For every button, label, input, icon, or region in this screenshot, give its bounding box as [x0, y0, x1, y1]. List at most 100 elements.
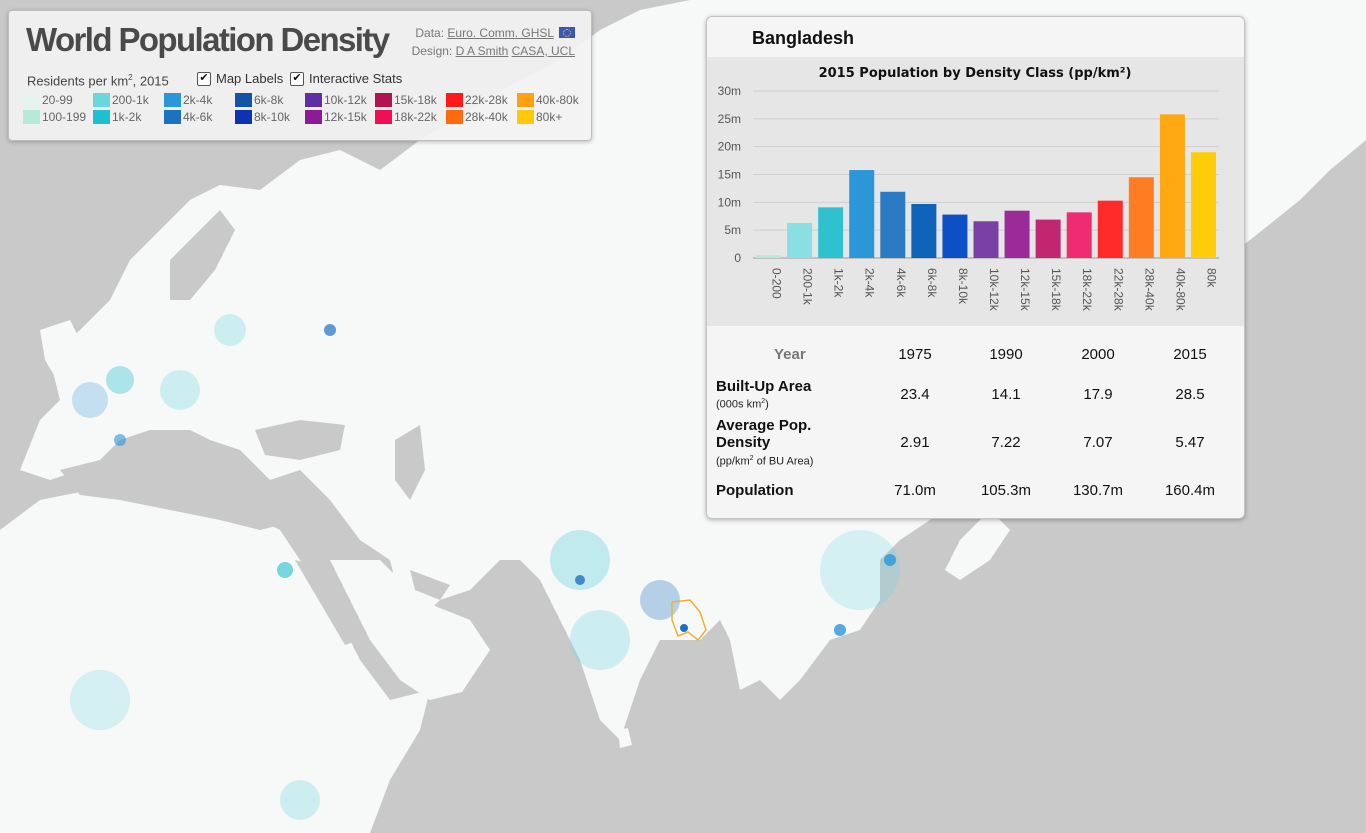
bar-2k-4k	[849, 170, 875, 258]
british-isles	[40, 320, 85, 385]
black-sea	[255, 420, 345, 460]
caspian-sea	[395, 425, 425, 500]
legend-label: 22k-28k	[465, 93, 508, 107]
population-1975: 71.0m	[894, 482, 936, 499]
sri-lanka	[618, 728, 632, 748]
year-1990: 1990	[989, 346, 1023, 363]
interactive-stats-toggle[interactable]: ✔ Interactive Stats	[290, 71, 402, 86]
legend-label: 12k-15k	[324, 110, 367, 124]
legend-item: 2k-4k	[164, 93, 212, 107]
x-tick-label: 200-1k	[801, 268, 815, 306]
density-2015: 5.47	[1175, 434, 1205, 451]
legend-swatch	[517, 110, 534, 124]
legend-label: 4k-6k	[183, 110, 213, 124]
legend-label: 15k-18k	[394, 93, 437, 107]
legend-label: 1k-2k	[112, 110, 142, 124]
legend-item: 8k-10k	[235, 110, 290, 124]
density-hotspots	[70, 314, 900, 820]
legend-label: 80k+	[536, 110, 563, 124]
year-2015: 2015	[1173, 346, 1207, 363]
bar-200-1k	[787, 222, 813, 258]
legend-item: 100-199	[23, 110, 86, 124]
y-tick-label: 10m	[718, 195, 741, 209]
x-tick-label: 80k	[1204, 268, 1218, 288]
bar-40k-80k	[1159, 114, 1185, 258]
bar-chart: 2015 Population by Density Class (pp/km²…	[718, 66, 1219, 312]
legend-swatch	[375, 110, 392, 124]
year-2000: 2000	[1081, 346, 1115, 363]
map-labels-toggle[interactable]: ✔ Map Labels	[197, 71, 283, 86]
built-up-unit: (000s km2)	[716, 398, 769, 411]
bar-18k-22k	[1066, 212, 1092, 258]
bangladesh-highlight[interactable]	[671, 599, 707, 642]
legend-swatch	[164, 93, 181, 107]
built-up-label: Built-Up Area	[716, 378, 812, 395]
bar-12k-15k	[1004, 210, 1030, 258]
y-tick-label: 25m	[718, 112, 741, 126]
density-unit: (pp/km2 of BU Area)	[716, 455, 814, 468]
mediterranean-sea	[60, 455, 300, 530]
interactive-stats-checkbox[interactable]: ✔	[290, 71, 304, 86]
casa-link[interactable]: CASA, UCL	[511, 44, 575, 58]
y-tick-label: 0	[734, 251, 741, 265]
legend-panel: World Population Density Data: Euro. Com…	[8, 10, 592, 141]
bar-22k-28k	[1097, 200, 1123, 258]
stats-table: Year 1975 1990 2000 2015 Built-Up Area (…	[707, 326, 1244, 518]
bar-1k-2k	[818, 207, 844, 258]
density-1975: 2.91	[900, 434, 930, 451]
legend-item: 200-1k	[93, 93, 149, 107]
legend-swatch	[305, 110, 322, 124]
year-1975: 1975	[898, 346, 932, 363]
bar-0-200	[756, 255, 782, 258]
population-label: Population	[716, 482, 794, 499]
density-1990: 7.22	[991, 434, 1021, 451]
eu-flag-icon	[559, 27, 575, 38]
x-tick-label: 10k-12k	[987, 268, 1001, 312]
x-tick-label: 2k-4k	[863, 268, 877, 298]
legend-label: 100-199	[42, 110, 87, 124]
legend-item: 18k-22k	[375, 110, 437, 124]
bar-6k-8k	[911, 204, 937, 258]
legend-item: 15k-18k	[375, 93, 437, 107]
map-labels-checkbox[interactable]: ✔	[197, 71, 211, 86]
bay-of-bengal	[640, 645, 720, 790]
legend-swatch	[23, 110, 40, 124]
legend-item: 20-99	[23, 93, 73, 107]
y-tick-label: 15m	[718, 168, 741, 182]
legend-swatch	[235, 110, 252, 124]
x-tick-label: 18k-22k	[1080, 268, 1094, 312]
legend-swatch	[375, 93, 392, 107]
arabian-sea	[430, 640, 600, 833]
legend-item: 80k+	[517, 110, 562, 124]
legend-item: 1k-2k	[93, 110, 141, 124]
legend-label: 200-1k	[112, 93, 149, 107]
x-tick-label: 8k-10k	[956, 268, 970, 305]
built-up-2015: 28.5	[1175, 386, 1205, 403]
legend-item: 4k-6k	[164, 110, 212, 124]
designer-link[interactable]: D A Smith	[455, 44, 509, 58]
legend-label: 2k-4k	[183, 93, 213, 107]
built-up-2000: 17.9	[1083, 386, 1113, 403]
population-2000: 130.7m	[1072, 482, 1124, 499]
x-tick-label: 28k-40k	[1142, 268, 1156, 312]
arabia-landmass	[330, 560, 490, 700]
legend-swatch	[164, 110, 181, 124]
x-tick-label: 1k-2k	[832, 268, 846, 298]
legend-item: 22k-28k	[446, 93, 508, 107]
x-tick-label: 40k-80k	[1173, 268, 1187, 312]
south-china-sea	[790, 650, 880, 800]
legend-swatch	[235, 93, 252, 107]
x-tick-label: 4k-6k	[894, 268, 908, 298]
residents-label: Residents per km2, 2015	[27, 73, 169, 89]
baltic-sea	[170, 210, 235, 300]
legend-item: 10k-12k	[305, 93, 367, 107]
legend-label: 18k-22k	[394, 110, 437, 124]
red-sea	[295, 560, 360, 645]
legend-swatch	[446, 93, 463, 107]
data-credit: Data: Euro. Comm. GHSL	[415, 26, 575, 40]
ghsl-link[interactable]: Euro. Comm. GHSL	[447, 26, 554, 40]
year-header: Year	[774, 346, 806, 363]
density-label-line1: Average Pop.	[716, 417, 812, 434]
africa-landmass	[0, 490, 430, 833]
bar-4k-6k	[880, 191, 906, 258]
